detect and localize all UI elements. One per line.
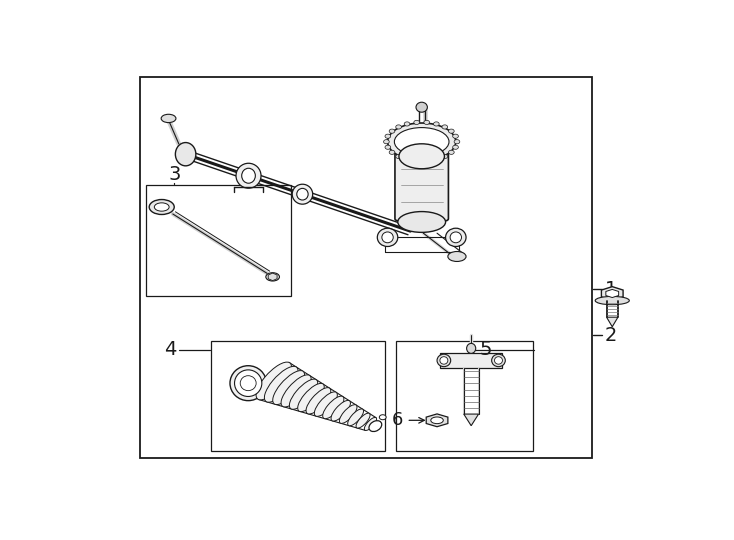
- Ellipse shape: [448, 150, 454, 154]
- Ellipse shape: [364, 417, 377, 430]
- Ellipse shape: [396, 154, 401, 159]
- Text: 2: 2: [605, 326, 617, 345]
- Ellipse shape: [595, 296, 629, 305]
- Ellipse shape: [161, 114, 176, 123]
- Polygon shape: [606, 317, 618, 327]
- Ellipse shape: [495, 357, 503, 364]
- Ellipse shape: [399, 144, 445, 168]
- Ellipse shape: [450, 232, 462, 243]
- Bar: [440, 353, 503, 368]
- Bar: [211, 341, 385, 451]
- Ellipse shape: [236, 163, 261, 188]
- Bar: [396, 341, 533, 451]
- Ellipse shape: [437, 354, 451, 367]
- Ellipse shape: [292, 184, 313, 204]
- Ellipse shape: [453, 134, 458, 138]
- Ellipse shape: [382, 232, 393, 243]
- Ellipse shape: [256, 362, 291, 400]
- Bar: [146, 185, 291, 295]
- Ellipse shape: [454, 140, 459, 144]
- Ellipse shape: [369, 421, 382, 431]
- Ellipse shape: [467, 343, 476, 353]
- Ellipse shape: [323, 396, 344, 419]
- Ellipse shape: [448, 252, 466, 261]
- Ellipse shape: [235, 370, 262, 396]
- Ellipse shape: [356, 413, 370, 428]
- Ellipse shape: [440, 357, 448, 364]
- Ellipse shape: [398, 212, 446, 232]
- Ellipse shape: [404, 122, 410, 126]
- Polygon shape: [601, 287, 623, 300]
- Ellipse shape: [230, 366, 266, 401]
- Ellipse shape: [385, 145, 390, 149]
- Ellipse shape: [394, 127, 449, 156]
- Ellipse shape: [348, 409, 363, 426]
- Ellipse shape: [434, 158, 439, 161]
- Ellipse shape: [266, 273, 280, 281]
- Ellipse shape: [389, 129, 395, 133]
- Ellipse shape: [331, 400, 350, 421]
- Ellipse shape: [385, 134, 390, 138]
- Ellipse shape: [448, 129, 454, 133]
- Ellipse shape: [388, 123, 456, 160]
- Ellipse shape: [404, 158, 410, 161]
- Polygon shape: [606, 289, 619, 298]
- Polygon shape: [268, 273, 277, 281]
- Ellipse shape: [434, 122, 439, 126]
- Ellipse shape: [424, 159, 429, 163]
- Ellipse shape: [264, 366, 298, 402]
- Ellipse shape: [442, 125, 448, 129]
- Ellipse shape: [306, 388, 331, 414]
- FancyBboxPatch shape: [395, 150, 448, 221]
- Text: 6: 6: [392, 411, 404, 429]
- Ellipse shape: [384, 140, 389, 144]
- Ellipse shape: [241, 168, 255, 183]
- Ellipse shape: [453, 145, 458, 149]
- Ellipse shape: [154, 203, 169, 211]
- Bar: [140, 77, 592, 458]
- Ellipse shape: [298, 383, 324, 411]
- Ellipse shape: [442, 154, 448, 159]
- Ellipse shape: [281, 375, 311, 407]
- Ellipse shape: [314, 392, 338, 416]
- Ellipse shape: [289, 379, 318, 409]
- Ellipse shape: [297, 188, 308, 200]
- Text: 4: 4: [164, 340, 176, 359]
- Ellipse shape: [431, 417, 443, 424]
- Ellipse shape: [175, 143, 196, 166]
- Polygon shape: [464, 414, 479, 426]
- Ellipse shape: [273, 370, 305, 404]
- Ellipse shape: [414, 159, 420, 163]
- Text: 5: 5: [480, 340, 493, 359]
- Ellipse shape: [149, 199, 174, 214]
- Ellipse shape: [396, 125, 401, 129]
- Ellipse shape: [416, 102, 427, 112]
- Polygon shape: [426, 414, 448, 427]
- Ellipse shape: [446, 228, 466, 246]
- Ellipse shape: [339, 404, 357, 423]
- Ellipse shape: [379, 415, 386, 420]
- Text: 1: 1: [605, 280, 617, 299]
- Text: 3: 3: [168, 165, 181, 185]
- Ellipse shape: [389, 150, 395, 154]
- Ellipse shape: [240, 376, 256, 390]
- Ellipse shape: [424, 120, 429, 124]
- Ellipse shape: [414, 120, 420, 124]
- Ellipse shape: [377, 228, 398, 246]
- Ellipse shape: [492, 354, 505, 367]
